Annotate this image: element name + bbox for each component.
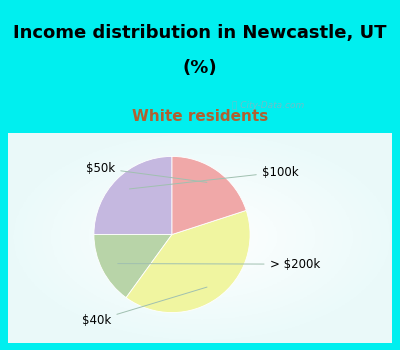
Text: $40k: $40k: [82, 287, 207, 327]
Text: Income distribution in Newcastle, UT: Income distribution in Newcastle, UT: [13, 24, 387, 42]
Text: (%): (%): [183, 58, 217, 77]
Wedge shape: [94, 234, 172, 298]
Wedge shape: [172, 156, 246, 235]
Text: $50k: $50k: [86, 162, 207, 182]
Text: White residents: White residents: [132, 109, 268, 124]
Text: > $200k: > $200k: [118, 258, 320, 271]
Text: ⓘ City-Data.com: ⓘ City-Data.com: [232, 102, 304, 111]
Wedge shape: [126, 210, 250, 313]
Wedge shape: [94, 156, 172, 235]
Text: $100k: $100k: [130, 166, 298, 189]
